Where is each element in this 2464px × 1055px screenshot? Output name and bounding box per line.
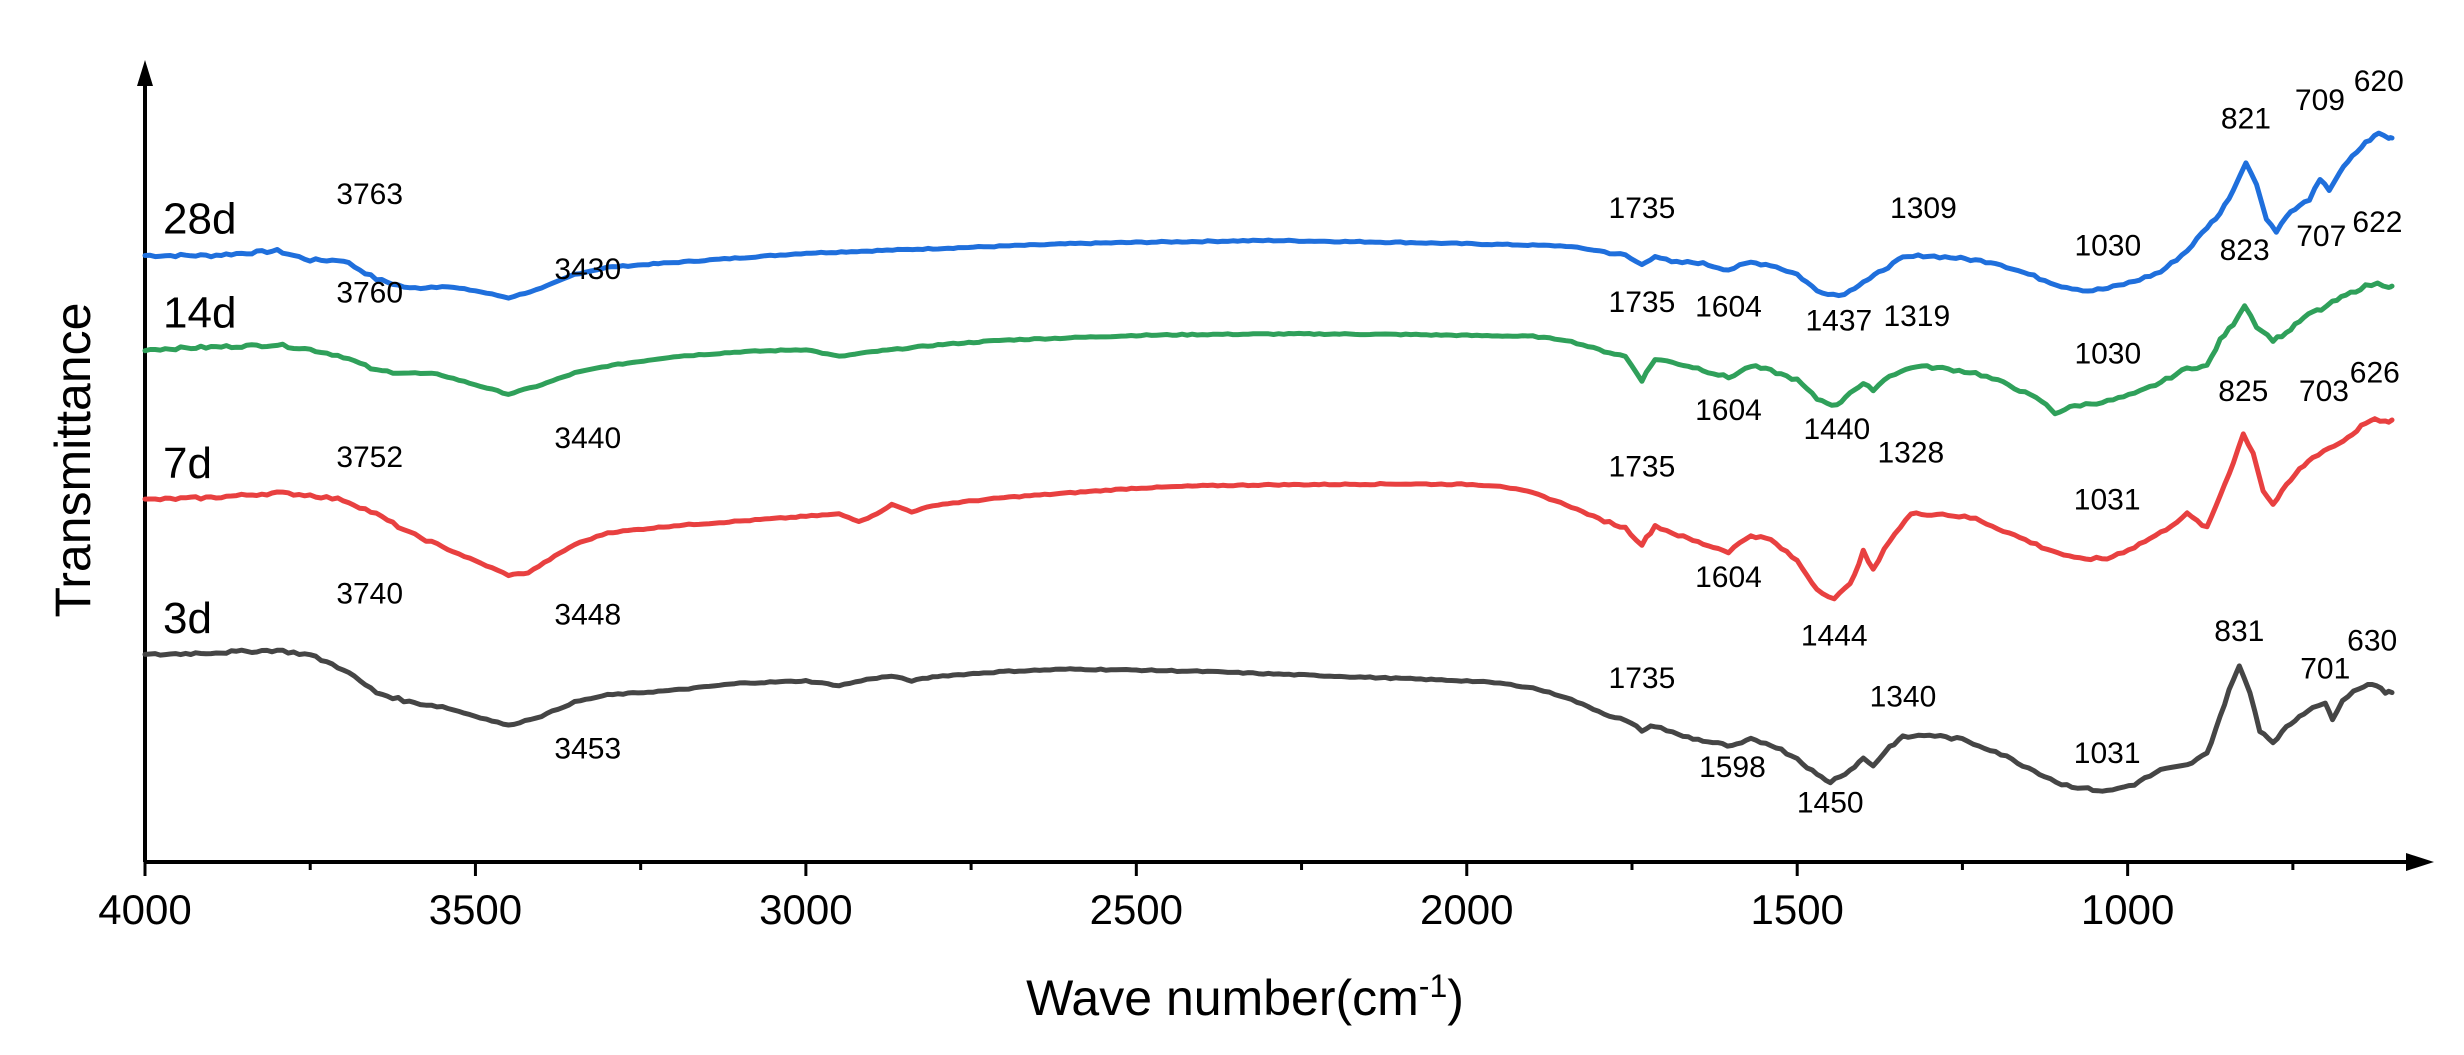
peak-label: 1031 xyxy=(2074,483,2141,516)
peak-label: 3440 xyxy=(554,422,621,455)
peak-label: 1604 xyxy=(1695,394,1762,427)
peak-label: 1309 xyxy=(1890,192,1957,225)
peak-label: 1735 xyxy=(1609,192,1676,225)
peak-label: 1604 xyxy=(1695,561,1762,594)
x-tick-label: 3000 xyxy=(759,886,852,933)
peak-label: 3740 xyxy=(336,577,403,610)
peak-label: 626 xyxy=(2350,356,2400,389)
series-line-7d xyxy=(142,416,2395,602)
peak-label: 707 xyxy=(2296,220,2346,253)
y-axis-title: Transmittance xyxy=(45,303,101,618)
peak-label: 831 xyxy=(2214,615,2264,648)
x-tick-label: 2500 xyxy=(1090,886,1183,933)
peak-label: 821 xyxy=(2221,103,2271,136)
x-axis-title-superscript: -1 xyxy=(1419,968,1447,1004)
series-group xyxy=(142,130,2395,794)
series-label-7d: 7d xyxy=(163,439,212,488)
peak-label: 630 xyxy=(2347,624,2397,657)
peak-label: 3752 xyxy=(336,441,403,474)
x-tick-label: 2000 xyxy=(1420,886,1513,933)
x-axis-title: Wave number(cm-1) xyxy=(1026,968,1464,1026)
x-axis-title-close: ) xyxy=(1447,970,1464,1026)
x-tick-label: 4000 xyxy=(98,886,191,933)
peak-label: 1030 xyxy=(2074,338,2141,371)
peak-label: 1440 xyxy=(1803,413,1870,446)
peak-label: 1598 xyxy=(1699,751,1766,784)
x-axis-arrow-icon xyxy=(2406,853,2434,871)
peak-label: 709 xyxy=(2295,84,2345,117)
x-axis-title-text: Wave number(cm xyxy=(1026,970,1419,1026)
peak-label: 1735 xyxy=(1609,450,1676,483)
series-line-3d xyxy=(142,647,2395,794)
peak-label: 1437 xyxy=(1805,305,1872,338)
peak-label: 3430 xyxy=(554,253,621,286)
series-line-14d xyxy=(142,280,2395,417)
peak-label: 1450 xyxy=(1797,786,1864,819)
peak-label: 1340 xyxy=(1870,681,1937,714)
series-line-28d xyxy=(142,130,2395,301)
peak-label: 825 xyxy=(2218,375,2268,408)
peak-label: 1031 xyxy=(2074,737,2141,770)
peak-label: 622 xyxy=(2352,206,2402,239)
series-label-14d: 14d xyxy=(163,289,236,338)
peak-label: 1604 xyxy=(1695,291,1762,324)
axes: 4000 3500 3000 2500 2000 1500 1000 xyxy=(98,60,2434,933)
y-axis-arrow-icon xyxy=(137,60,153,86)
peak-label: 3448 xyxy=(554,598,621,631)
peak-label: 1319 xyxy=(1883,300,1950,333)
series-label-3d: 3d xyxy=(163,594,212,643)
peak-label: 1735 xyxy=(1609,286,1676,319)
peak-label: 1328 xyxy=(1878,436,1945,469)
peak-label: 701 xyxy=(2300,653,2350,686)
peak-label: 1030 xyxy=(2074,230,2141,263)
peak-label: 1735 xyxy=(1609,662,1676,695)
peak-label: 823 xyxy=(2220,234,2270,267)
x-tick-label: 1000 xyxy=(2081,886,2174,933)
x-tick-label: 1500 xyxy=(1750,886,1843,933)
peak-label: 1444 xyxy=(1801,620,1868,653)
peak-label: 620 xyxy=(2354,65,2404,98)
series-label-28d: 28d xyxy=(163,195,236,244)
x-tick-label: 3500 xyxy=(429,886,522,933)
peak-label: 3763 xyxy=(336,178,403,211)
peak-label: 703 xyxy=(2299,375,2349,408)
peak-labels: 28d 3763 1735 1604 1437 1309 1030 821 709 620 14d 3… xyxy=(163,65,2404,819)
peak-label: 3760 xyxy=(336,277,403,310)
peak-label: 3453 xyxy=(554,732,621,765)
